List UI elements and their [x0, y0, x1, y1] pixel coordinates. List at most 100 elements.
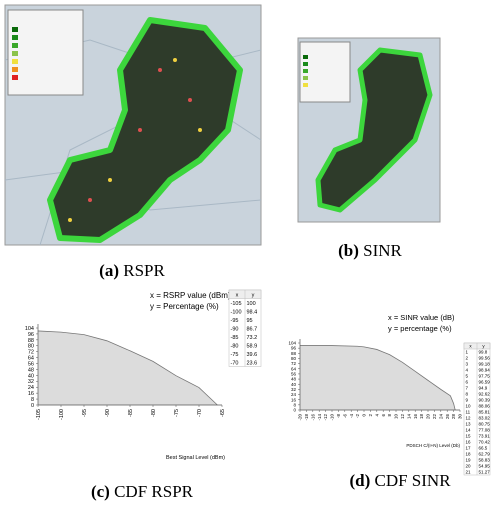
y-tick-label: 8	[31, 397, 34, 403]
y-tick-label: 104	[288, 341, 296, 346]
x-tick-label: -14	[317, 414, 322, 421]
caption: (b) SINR	[338, 241, 402, 260]
x-tick-label: 8	[387, 414, 392, 417]
y-tick-label: 64	[291, 366, 297, 371]
table-cell: -85	[231, 335, 239, 341]
y-tick-label: 40	[28, 373, 34, 379]
table-cell: 20	[466, 464, 472, 469]
table-cell: 66.5	[479, 446, 488, 451]
y-tick-label: 80	[291, 356, 297, 361]
y-tick-label: 40	[291, 382, 297, 387]
table-cell: 100	[247, 301, 256, 307]
y-tick-label: 64	[28, 356, 34, 362]
table-cell: 83.02	[479, 416, 491, 421]
x-tick-label: 10	[394, 414, 399, 420]
y-tick-label: 80	[28, 344, 34, 350]
x-tick-label: 2	[368, 414, 373, 417]
x-tick-label: 18	[419, 414, 424, 420]
x-tick-label: -105	[36, 409, 42, 420]
x-tick-label: 14	[406, 414, 411, 420]
table-cell: 17	[466, 446, 472, 451]
caption: (d) CDF SINR	[349, 471, 451, 490]
x-tick-label: 28	[451, 414, 456, 420]
table-cell: 13	[466, 422, 472, 427]
cdf-area-fill	[300, 346, 455, 410]
x-tick-label: -18	[304, 414, 309, 421]
table-cell: 73.91	[479, 434, 491, 439]
table-cell: -95	[231, 318, 239, 324]
table-cell: 10	[466, 404, 472, 409]
x-tick-label: 6	[381, 414, 386, 417]
table-cell: 12	[466, 416, 472, 421]
x-tick-label: 30	[458, 414, 463, 420]
table-cell: -90	[231, 326, 239, 332]
x-tick-label: -6	[342, 414, 347, 418]
x-tick-label: -85	[128, 409, 134, 417]
x-tick-label: 0	[362, 414, 367, 417]
annotation: x = RSRP value (dBm)	[150, 291, 231, 300]
x-tick-label: 26	[445, 414, 450, 420]
x-tick-label: -95	[82, 409, 88, 417]
y-tick-label: 24	[291, 392, 297, 397]
table-cell: 99.18	[479, 362, 491, 367]
x-tick-label: -12	[323, 414, 328, 421]
table-cell: 51.27	[479, 470, 491, 475]
x-tick-label: -70	[197, 409, 203, 417]
table-cell: 88.06	[479, 404, 491, 409]
y-tick-label: 72	[28, 350, 34, 356]
y-tick-label: 72	[291, 361, 297, 366]
table-cell: 11	[466, 410, 471, 415]
x-tick-label: 4	[374, 414, 379, 417]
y-tick-label: 16	[291, 397, 297, 402]
table-cell: 62.79	[479, 452, 491, 457]
y-tick-label: 16	[28, 391, 34, 397]
caption-label: (d)	[349, 471, 370, 490]
annotation: y = percentage (%)	[388, 324, 452, 333]
table-cell: 85.81	[479, 410, 491, 415]
table-cell: 80.75	[479, 422, 491, 427]
table-cell: 77.08	[479, 428, 491, 433]
y-tick-label: 48	[291, 377, 297, 382]
table-cell: -75	[231, 352, 239, 358]
y-tick-label: 96	[28, 332, 34, 338]
x-tick-label: -2	[355, 414, 360, 418]
table-cell: 15	[466, 434, 472, 439]
map-rsrp	[5, 5, 261, 245]
annotation: x = SINR value (dB)	[388, 313, 455, 322]
caption-text: CDF SINR	[374, 471, 451, 490]
x-axis-label: PDSCH C/(I+N) Level (Db)	[406, 443, 460, 448]
table-cell: -100	[231, 309, 242, 315]
caption-text: RSPR	[123, 261, 165, 280]
y-tick-label: 32	[291, 387, 297, 392]
caption-label: (c)	[91, 482, 110, 501]
x-axis-label: Best Signal Level (dBm)	[166, 455, 225, 461]
y-tick-label: 88	[291, 351, 297, 356]
y-tick-label: 104	[25, 326, 34, 332]
caption-label: (a)	[99, 261, 119, 280]
table-cell: 70.42	[479, 440, 491, 445]
table-cell: 16	[466, 440, 472, 445]
table-cell: 86.7	[247, 326, 258, 332]
caption-label: (b)	[338, 241, 359, 260]
x-tick-label: 20	[426, 414, 431, 420]
table-cell: 19	[466, 458, 472, 463]
table-cell: 96.59	[479, 380, 491, 385]
x-tick-label: -100	[59, 409, 65, 420]
x-tick-label: -8	[336, 414, 341, 418]
y-tick-label: 24	[28, 385, 34, 391]
x-tick-label: -20	[298, 414, 303, 421]
x-tick-label: 16	[413, 414, 418, 420]
caption: (a) RSPR	[99, 261, 165, 280]
x-tick-label: -16	[310, 414, 315, 421]
table-cell: -80	[231, 343, 239, 349]
x-tick-label: -80	[151, 409, 157, 417]
y-tick-label: 56	[28, 361, 34, 367]
table-cell: 73.2	[247, 335, 258, 341]
caption-text: CDF RSPR	[114, 482, 194, 501]
x-tick-label: -4	[349, 414, 354, 418]
table-cell: 58.83	[479, 458, 491, 463]
table-cell: 39.6	[247, 352, 258, 358]
table-cell: 92.62	[479, 392, 491, 397]
y-tick-label: 8	[293, 402, 296, 407]
x-tick-label: -10	[330, 414, 335, 421]
